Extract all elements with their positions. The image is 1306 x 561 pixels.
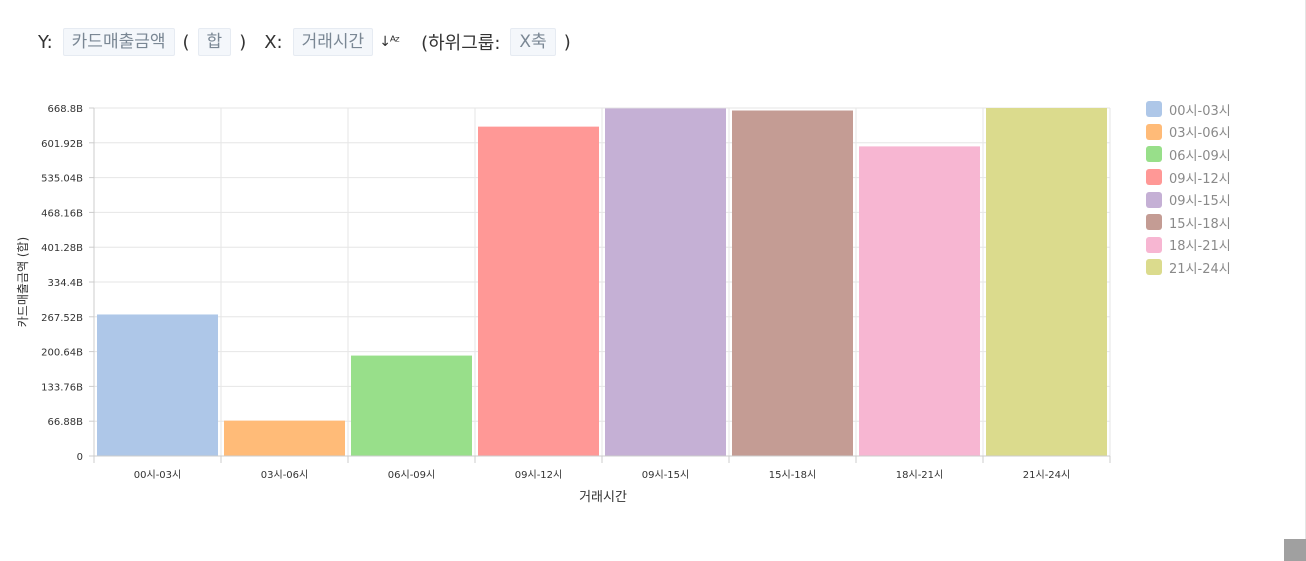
scrollbar-thumb[interactable] xyxy=(1284,539,1306,561)
x-tick-label: 18시-21시 xyxy=(896,469,943,481)
legend: 00시-03시 03시-06시 06시-09시 09시-12시 09시-15시 15시-1… xyxy=(1146,98,1231,279)
legend-swatch xyxy=(1146,214,1162,231)
axes: 0 66.88B 133.76B 200.64B 267.52B 334.4B 401.28… xyxy=(41,104,1111,481)
bar-00시-03시 xyxy=(97,314,218,456)
legend-item[interactable]: 18시-21시 xyxy=(1146,234,1231,257)
legend-label: 15시-18시 xyxy=(1169,216,1231,232)
bar-03시-06시 xyxy=(224,420,345,456)
legend-swatch xyxy=(1146,146,1162,163)
legend-swatch xyxy=(1146,123,1162,140)
x-tick-label: 06시-09시 xyxy=(388,469,435,481)
aggregation-chip[interactable]: 합 xyxy=(197,28,232,56)
bars xyxy=(97,108,1107,457)
y-tick-label: 401.28B xyxy=(41,243,83,254)
legend-item[interactable]: 00시-03시 xyxy=(1146,98,1231,121)
bar-09시-12시 xyxy=(478,126,599,456)
legend-item[interactable]: 09시-12시 xyxy=(1146,166,1231,189)
x-tick-label: 15시-18시 xyxy=(769,469,816,481)
chart-controls: Y: 카드매출금액 ( 합 ) X: 거래시간 ↓ᴬᶻ (하위그룹: X축 ) xyxy=(38,28,575,56)
y-tick-label: 468.16B xyxy=(41,208,83,219)
y-tick-label: 133.76B xyxy=(41,382,83,393)
subgroup-paren-close: ) xyxy=(563,31,571,53)
legend-label: 09시-15시 xyxy=(1169,194,1231,210)
sort-az-icon[interactable]: ↓ᴬᶻ xyxy=(379,34,400,50)
legend-label: 03시-06시 xyxy=(1169,126,1231,142)
subgroup-chip[interactable]: X축 xyxy=(510,28,556,56)
x-tick-label: 09시-15시 xyxy=(642,469,689,481)
legend-swatch xyxy=(1146,259,1162,276)
x-tick-label: 00시-03시 xyxy=(134,469,181,481)
legend-swatch xyxy=(1146,236,1162,253)
y-tick-label: 200.64B xyxy=(41,348,83,359)
legend-item[interactable]: 15시-18시 xyxy=(1146,211,1231,234)
y-tick-label: 0 xyxy=(77,452,83,463)
legend-item[interactable]: 06시-09시 xyxy=(1146,143,1231,166)
x-axis-label: X: xyxy=(264,31,283,53)
legend-item[interactable]: 03시-06시 xyxy=(1146,121,1231,144)
bar-09시-15시 xyxy=(605,108,726,457)
legend-label: 18시-21시 xyxy=(1169,239,1231,255)
agg-paren-open: ( xyxy=(182,31,190,53)
legend-swatch xyxy=(1146,101,1162,118)
legend-label: 00시-03시 xyxy=(1169,103,1231,119)
legend-swatch xyxy=(1146,169,1162,186)
y-tick-label: 535.04B xyxy=(41,174,83,185)
y-field-chip[interactable]: 카드매출금액 xyxy=(62,28,175,56)
y-axis-label: Y: xyxy=(38,31,53,53)
y-axis-title: 카드매출금액 (합) xyxy=(16,237,30,327)
x-axis-title: 거래시간 xyxy=(579,490,627,505)
bar-18시-21시 xyxy=(859,146,980,457)
subgroup-label: (하위그룹: xyxy=(421,33,501,54)
agg-paren-close: ) xyxy=(239,31,247,53)
bar-21시-24시 xyxy=(986,108,1107,456)
y-tick-label: 601.92B xyxy=(41,139,83,150)
bar-chart: 0 66.88B 133.76B 200.64B 267.52B 334.4B 401.28… xyxy=(16,104,1111,505)
y-tick-label: 66.88B xyxy=(48,417,84,428)
y-tick-label: 668.8B xyxy=(48,104,84,115)
legend-item[interactable]: 21시-24시 xyxy=(1146,256,1231,279)
legend-label: 06시-09시 xyxy=(1169,148,1231,164)
y-tick-label: 334.4B xyxy=(48,278,84,289)
x-tick-label: 21시-24시 xyxy=(1023,469,1070,481)
y-tick-label: 267.52B xyxy=(41,313,83,324)
x-tick-label: 03시-06시 xyxy=(261,469,308,481)
bar-15시-18시 xyxy=(732,110,853,456)
x-tick-label: 09시-12시 xyxy=(515,469,562,481)
legend-label: 21시-24시 xyxy=(1169,261,1231,277)
legend-item[interactable]: 09시-15시 xyxy=(1146,188,1231,211)
legend-label: 09시-12시 xyxy=(1169,171,1231,187)
x-field-chip[interactable]: 거래시간 xyxy=(292,28,374,56)
legend-swatch xyxy=(1146,191,1162,208)
bar-06시-09시 xyxy=(351,355,472,456)
